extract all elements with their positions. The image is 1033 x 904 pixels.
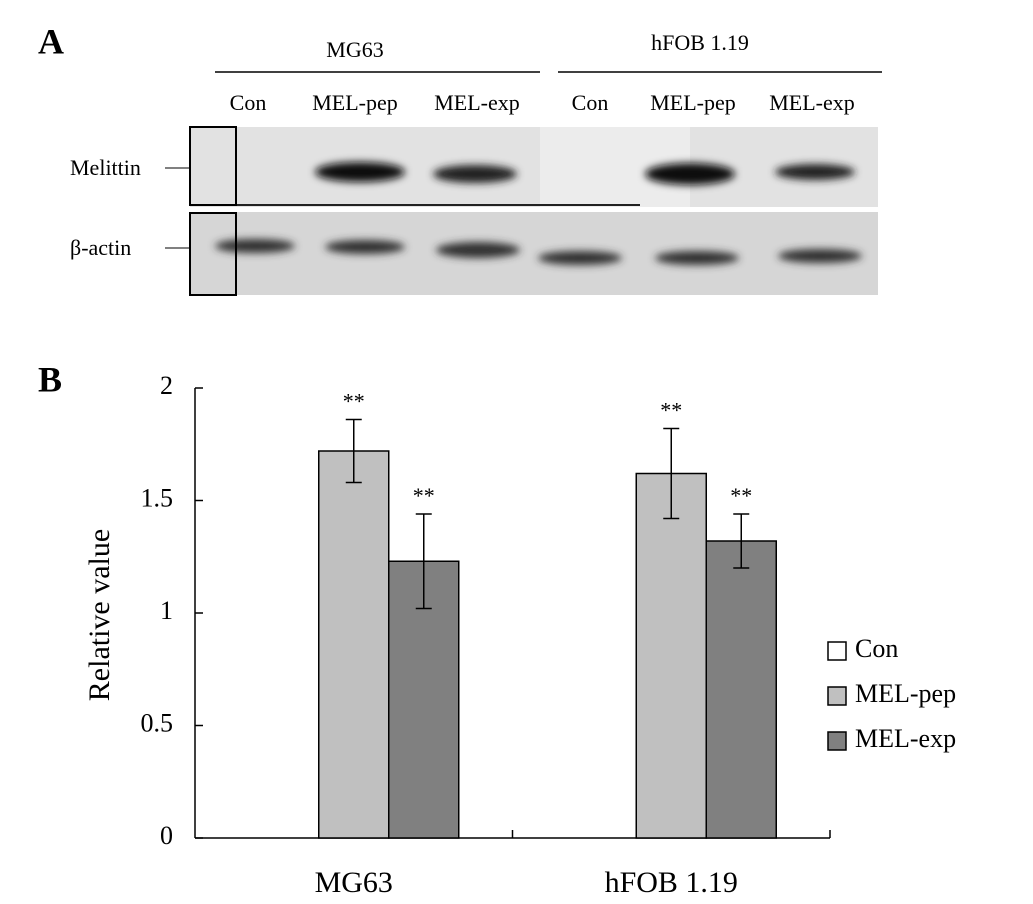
row-label: β-actin (70, 235, 131, 260)
bar (705, 540, 777, 839)
lane-label: Con (230, 90, 267, 115)
box (189, 212, 237, 296)
lane-label: Con (572, 90, 609, 115)
panel-label: A (38, 21, 64, 61)
legend-label: MEL-exp (855, 724, 956, 753)
y-tick-label: 0 (160, 821, 173, 850)
lane-label: MEL-exp (434, 90, 520, 115)
legend-swatch (827, 641, 847, 661)
group-label: MG63 (326, 37, 383, 62)
y-axis-label: Relative value (83, 529, 116, 701)
legend-label: Con (855, 634, 898, 663)
y-tick-label: 1.5 (141, 483, 174, 512)
legend-swatch (827, 731, 847, 751)
significance: ** (730, 483, 752, 508)
legend-swatch (827, 686, 847, 706)
significance: ** (343, 389, 365, 414)
significance: ** (413, 483, 435, 508)
significance: ** (660, 398, 682, 423)
lane-label: MEL-exp (769, 90, 855, 115)
bar (635, 472, 707, 839)
y-tick-label: 2 (160, 371, 173, 400)
y-tick-label: 1 (160, 596, 173, 625)
blot (190, 127, 878, 207)
bar (318, 450, 390, 839)
row-label: Melittin (70, 155, 141, 180)
lane-label: MEL-pep (312, 90, 398, 115)
x-tick-label: MG63 (315, 866, 393, 899)
lane-label: MEL-pep (650, 90, 736, 115)
panel-a: A MG63 hFOB 1.19 Con MEL-pep MEL-exp Con… (38, 21, 882, 296)
bands (215, 162, 862, 265)
legend-label: MEL-pep (855, 679, 956, 708)
y-tick-label: 0.5 (141, 708, 174, 737)
panel-label: B (38, 359, 62, 399)
box (189, 126, 237, 206)
x-tick-label: hFOB 1.19 (605, 866, 738, 899)
blot (190, 212, 878, 295)
group-label: hFOB 1.19 (651, 30, 749, 55)
